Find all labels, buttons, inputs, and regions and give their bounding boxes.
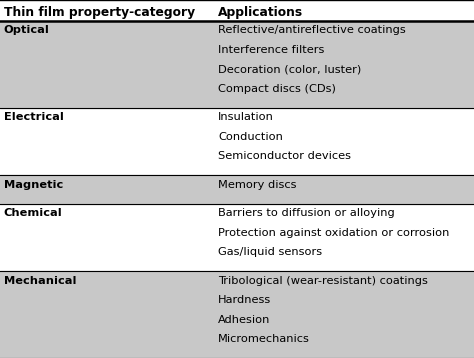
Text: Electrical: Electrical — [4, 112, 64, 122]
Text: Chemical: Chemical — [4, 208, 63, 218]
Text: Optical: Optical — [4, 25, 50, 35]
Text: Compact discs (CDs): Compact discs (CDs) — [218, 84, 336, 94]
Text: Barriers to diffusion or alloying: Barriers to diffusion or alloying — [218, 208, 395, 218]
Text: Adhesion: Adhesion — [218, 315, 270, 325]
Text: Semiconductor devices: Semiconductor devices — [218, 151, 351, 161]
Text: Thin film property-category: Thin film property-category — [4, 6, 195, 19]
Text: Gas/liquid sensors: Gas/liquid sensors — [218, 247, 322, 257]
Text: Magnetic: Magnetic — [4, 180, 63, 190]
Text: Micromechanics: Micromechanics — [218, 334, 310, 344]
Text: Conduction: Conduction — [218, 132, 283, 142]
Text: Decoration (color, luster): Decoration (color, luster) — [218, 64, 361, 74]
Text: Hardness: Hardness — [218, 295, 271, 305]
Text: Interference filters: Interference filters — [218, 45, 324, 55]
Text: Memory discs: Memory discs — [218, 180, 297, 190]
Text: Tribological (wear-resistant) coatings: Tribological (wear-resistant) coatings — [218, 276, 428, 286]
Text: Mechanical: Mechanical — [4, 276, 76, 286]
Text: Insulation: Insulation — [218, 112, 274, 122]
Bar — [0, 271, 474, 358]
Bar — [0, 21, 474, 108]
Text: Applications: Applications — [218, 6, 303, 19]
Bar — [0, 175, 474, 204]
Text: Protection against oxidation or corrosion: Protection against oxidation or corrosio… — [218, 228, 449, 238]
Text: Reflective/antireflective coatings: Reflective/antireflective coatings — [218, 25, 406, 35]
